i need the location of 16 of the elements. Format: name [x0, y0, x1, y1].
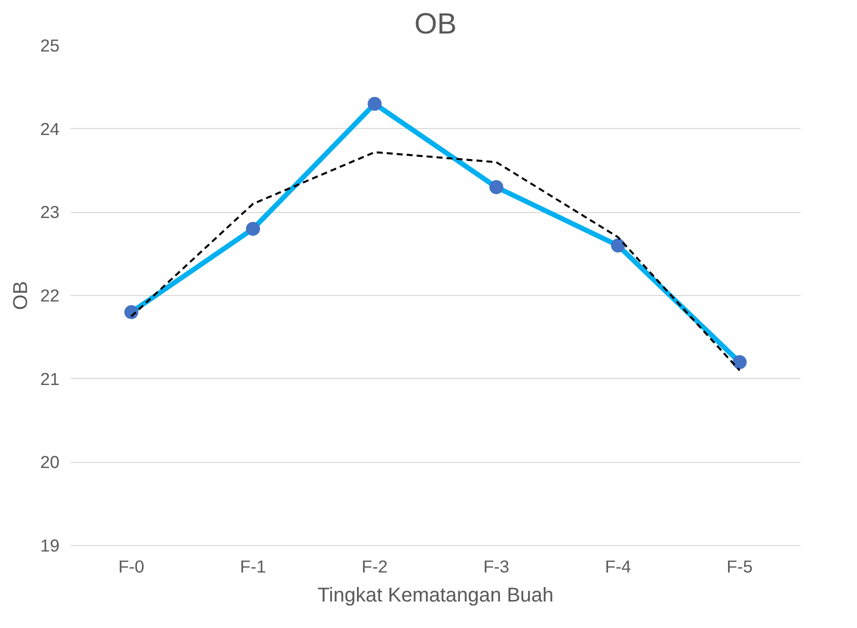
x-tick-label: F-5: [726, 556, 753, 576]
x-tick-label: F-4: [605, 556, 632, 576]
x-tick-label: F-0: [118, 556, 144, 576]
y-tick-label: 23: [40, 202, 60, 222]
y-tick-label: 20: [40, 452, 60, 472]
x-tick-label: F-3: [483, 556, 510, 576]
y-tick-label: 22: [40, 286, 60, 306]
y-tick-label: 25: [40, 36, 60, 56]
x-axis-title: Tingkat Kematangan Buah: [317, 584, 554, 606]
y-tick-label: 19: [40, 536, 60, 556]
x-tick-label: F-2: [362, 556, 388, 576]
y-axis-title: OB: [10, 281, 32, 310]
y-tick-label: 21: [40, 368, 60, 389]
y-tick-label: 24: [40, 118, 60, 139]
x-tick-label: F-1: [240, 556, 266, 576]
chart-title: OB: [414, 8, 457, 40]
